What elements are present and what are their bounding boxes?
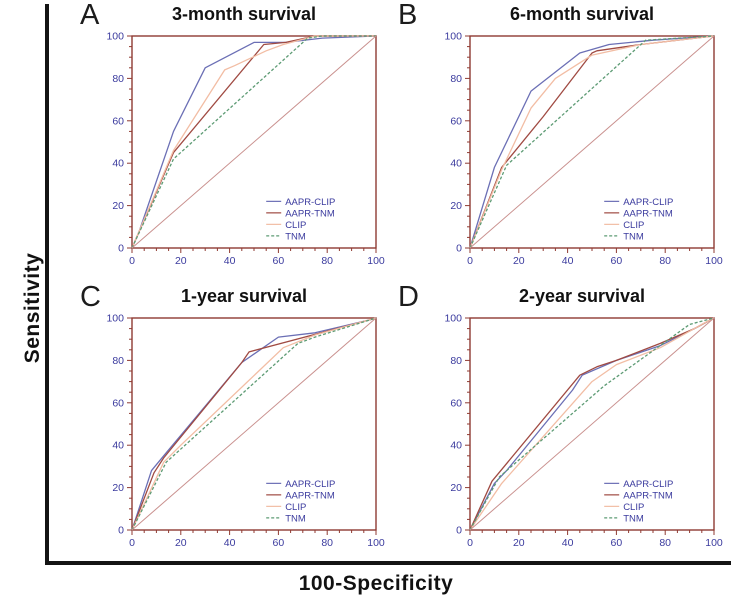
svg-text:AAPR-TNM: AAPR-TNM <box>285 490 335 501</box>
svg-text:TNM: TNM <box>285 231 306 242</box>
svg-text:0: 0 <box>129 255 135 267</box>
svg-text:TNM: TNM <box>285 513 306 524</box>
svg-text:20: 20 <box>513 255 525 267</box>
svg-text:40: 40 <box>112 158 124 170</box>
svg-text:60: 60 <box>273 537 285 549</box>
svg-text:AAPR-TNM: AAPR-TNM <box>623 208 673 219</box>
panel-c: C 1-year survival 0 0 20 20 40 40 60 60 80 80 100 1… <box>54 281 392 560</box>
svg-text:AAPR-TNM: AAPR-TNM <box>285 208 335 219</box>
svg-text:AAPR-CLIP: AAPR-CLIP <box>285 197 335 208</box>
svg-text:100: 100 <box>444 313 462 325</box>
svg-text:40: 40 <box>224 255 236 267</box>
roc-plot-a: 00 20 20 40 40 60 60 80 80 100 100 AAPR-CLIPAAPR-TN… <box>106 31 385 268</box>
svg-text:60: 60 <box>112 115 124 127</box>
panel-title-d: 2-year survival <box>518 286 646 306</box>
roc-plot-c: 00 20 20 40 40 60 60 80 80 100 100 AAPR-CLIPAAPR-TN… <box>106 313 385 550</box>
svg-text:80: 80 <box>112 73 124 85</box>
svg-text:20: 20 <box>450 482 462 494</box>
svg-text:80: 80 <box>659 255 671 267</box>
panel-letter-d: D <box>398 281 419 313</box>
svg-text:TNM: TNM <box>623 513 644 524</box>
svg-text:20: 20 <box>112 200 124 212</box>
svg-text:20: 20 <box>175 537 187 549</box>
x-axis-label: 100-Specificity <box>298 572 454 595</box>
svg-text:20: 20 <box>513 537 525 549</box>
outer-y-axis-line <box>45 4 49 565</box>
svg-text:CLIP: CLIP <box>623 220 644 231</box>
svg-text:100: 100 <box>367 255 385 267</box>
svg-text:0: 0 <box>129 537 135 549</box>
svg-text:80: 80 <box>112 355 124 367</box>
svg-text:40: 40 <box>450 158 462 170</box>
svg-text:AAPR-TNM: AAPR-TNM <box>623 490 673 501</box>
svg-text:100: 100 <box>106 31 124 43</box>
svg-text:0: 0 <box>467 255 473 267</box>
svg-text:20: 20 <box>175 255 187 267</box>
svg-text:40: 40 <box>112 440 124 452</box>
svg-text:80: 80 <box>321 255 333 267</box>
svg-text:60: 60 <box>611 537 623 549</box>
svg-text:60: 60 <box>450 397 462 409</box>
svg-text:40: 40 <box>562 537 574 549</box>
svg-text:TNM: TNM <box>623 231 644 242</box>
outer-x-axis-line <box>45 561 731 565</box>
panel-a: A 3-month survival 0 0 20 20 40 40 60 60 80 80 100… <box>54 0 392 282</box>
svg-text:80: 80 <box>450 73 462 85</box>
svg-text:CLIP: CLIP <box>285 502 306 513</box>
svg-text:60: 60 <box>273 255 285 267</box>
panel-letter-c: C <box>80 281 101 313</box>
svg-text:100: 100 <box>106 313 124 325</box>
svg-text:40: 40 <box>562 255 574 267</box>
svg-text:0: 0 <box>118 525 124 537</box>
roc-plot-b: 00 20 20 40 40 60 60 80 80 100 100 AAPR-CLIPAAPR-TN… <box>444 31 723 268</box>
panel-title-b: 6-month survival <box>509 4 655 24</box>
panel-letter-a: A <box>80 0 100 31</box>
svg-text:60: 60 <box>611 255 623 267</box>
svg-text:0: 0 <box>118 243 124 255</box>
svg-text:CLIP: CLIP <box>623 502 644 513</box>
svg-text:20: 20 <box>450 200 462 212</box>
svg-text:80: 80 <box>659 537 671 549</box>
svg-text:AAPR-CLIP: AAPR-CLIP <box>623 197 673 208</box>
svg-text:80: 80 <box>321 537 333 549</box>
panel-title-c: 1-year survival <box>180 286 308 306</box>
panel-letter-b: B <box>398 0 418 31</box>
svg-text:0: 0 <box>467 537 473 549</box>
svg-text:100: 100 <box>367 537 385 549</box>
svg-text:80: 80 <box>450 355 462 367</box>
panel-d: D 2-year survival 0 0 20 20 40 40 60 60 80 80 100 1… <box>392 281 730 560</box>
svg-text:0: 0 <box>456 243 462 255</box>
svg-text:100: 100 <box>705 537 723 549</box>
panel-title-a: 3-month survival <box>171 4 317 24</box>
svg-text:60: 60 <box>450 115 462 127</box>
svg-text:AAPR-CLIP: AAPR-CLIP <box>623 479 673 490</box>
svg-text:AAPR-CLIP: AAPR-CLIP <box>285 479 335 490</box>
svg-text:60: 60 <box>112 397 124 409</box>
svg-text:40: 40 <box>224 537 236 549</box>
panel-b: B 6-month survival 0 0 20 20 40 40 60 60 80 80 100… <box>392 0 730 282</box>
svg-text:100: 100 <box>705 255 723 267</box>
y-axis-label: Sensitivity <box>21 252 44 364</box>
roc-plot-d: 00 20 20 40 40 60 60 80 80 100 100 AAPR-CLIPAAPR-TN… <box>444 313 723 550</box>
svg-text:40: 40 <box>450 440 462 452</box>
svg-text:100: 100 <box>444 31 462 43</box>
svg-text:CLIP: CLIP <box>285 220 306 231</box>
svg-text:0: 0 <box>456 525 462 537</box>
svg-text:20: 20 <box>112 482 124 494</box>
panel-grid: A 3-month survival 0 0 20 20 40 40 60 60 80 80 100… <box>54 0 730 560</box>
